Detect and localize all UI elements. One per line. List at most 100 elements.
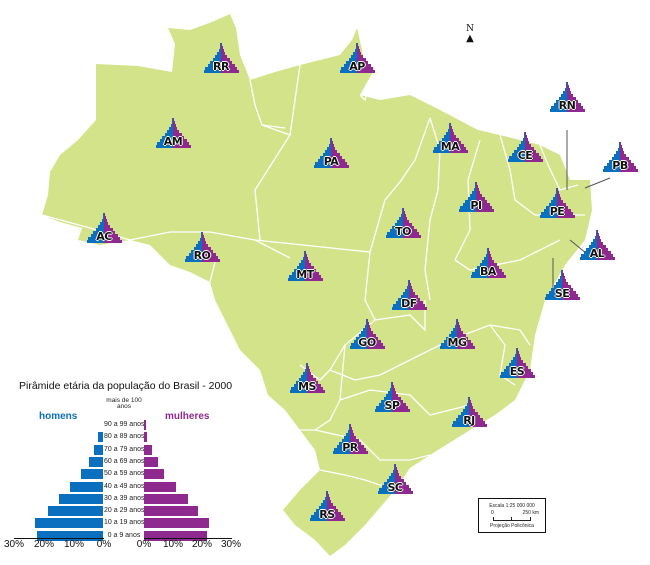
female-bar xyxy=(525,153,539,156)
female-bar xyxy=(350,448,366,451)
female-bar xyxy=(350,436,356,439)
female-bar xyxy=(367,343,383,346)
female-bar xyxy=(597,254,613,257)
scale-box: Escala 1:25 000 000 0 250 km Projeção Po… xyxy=(478,498,546,533)
female-bar xyxy=(327,509,338,512)
female-bar xyxy=(562,279,566,282)
female-bar xyxy=(104,213,105,216)
female-bar xyxy=(567,91,571,94)
male-bar xyxy=(393,304,409,307)
female-bar xyxy=(409,286,412,289)
male-bar xyxy=(548,291,562,294)
female-bar xyxy=(202,259,220,262)
male-bar xyxy=(201,232,202,235)
female-bar xyxy=(202,244,208,247)
female-bar xyxy=(567,103,581,106)
female-bar xyxy=(350,439,359,442)
age-label: 20 a 29 anos xyxy=(104,507,145,515)
state-label: MT xyxy=(296,268,314,281)
female-bar xyxy=(403,220,409,223)
female-bar xyxy=(620,148,623,151)
male-bar xyxy=(37,530,103,541)
male-bar xyxy=(374,409,392,412)
female-bar xyxy=(476,191,480,194)
male-bar xyxy=(325,150,331,153)
female-bar xyxy=(357,67,373,70)
male-bar xyxy=(323,500,327,503)
female-bar xyxy=(517,372,533,375)
female-bar xyxy=(392,385,394,388)
female-bar xyxy=(104,219,107,222)
male-bar xyxy=(449,123,450,126)
male-bar xyxy=(302,257,305,260)
female-bar xyxy=(392,394,398,397)
female-bar xyxy=(307,378,316,381)
female-bar xyxy=(305,266,314,269)
female-bar xyxy=(476,200,487,203)
female-bar xyxy=(409,301,423,304)
female-bar xyxy=(392,403,406,406)
male-bar xyxy=(616,151,620,154)
male-bar xyxy=(339,442,350,445)
female-bar xyxy=(409,283,411,286)
female-bar xyxy=(557,206,568,209)
female-bar xyxy=(307,369,310,372)
male-bar xyxy=(439,346,457,349)
male-bar xyxy=(155,145,173,148)
male-bar xyxy=(465,200,476,203)
female-bar xyxy=(557,200,563,203)
chart-row: 50 a 59 anos xyxy=(0,469,250,480)
male-bar xyxy=(543,209,557,212)
male-bar xyxy=(395,301,409,304)
male-bar xyxy=(389,229,403,232)
male-bar xyxy=(349,346,367,349)
female-bar xyxy=(395,479,404,482)
male-bar xyxy=(304,369,307,372)
state-label: AM xyxy=(163,135,183,148)
male-bar xyxy=(217,52,221,55)
male-bar xyxy=(546,294,562,297)
male-bar xyxy=(399,217,403,220)
male-bar xyxy=(549,109,567,112)
male-bar xyxy=(619,142,620,145)
male-bar xyxy=(325,494,327,497)
male-bar xyxy=(609,160,620,163)
female-bar xyxy=(409,280,410,283)
female-bar xyxy=(450,135,456,138)
female-bar xyxy=(395,485,409,488)
female-bar xyxy=(488,266,499,269)
female-bar xyxy=(104,231,115,234)
female-bar xyxy=(392,382,393,385)
male-bar xyxy=(558,97,567,100)
male-bar xyxy=(322,153,331,156)
male-bar xyxy=(472,191,476,194)
male-bar xyxy=(102,216,104,219)
female-bar xyxy=(202,232,203,235)
male-bar xyxy=(341,67,357,70)
female-bar xyxy=(403,235,421,238)
male-bar xyxy=(210,61,221,64)
male-bar xyxy=(162,136,173,139)
male-bar xyxy=(219,46,221,49)
male-bar xyxy=(594,236,597,239)
state-label: BA xyxy=(480,265,496,278)
female-bar xyxy=(331,156,342,159)
male-bar xyxy=(514,150,525,153)
female-bar xyxy=(104,234,118,237)
state-label: RO xyxy=(193,249,211,262)
female-bar xyxy=(307,372,311,375)
female-bar xyxy=(562,288,573,291)
male-bar xyxy=(294,269,305,272)
male-bar xyxy=(313,165,331,168)
male-bar xyxy=(378,403,392,406)
female-bar xyxy=(202,238,205,241)
female-bar xyxy=(469,418,483,421)
female-bar xyxy=(403,208,404,211)
male-bar xyxy=(389,476,395,479)
male-bar xyxy=(95,228,104,231)
male-bar xyxy=(207,64,221,67)
age-label: 0 a 9 anos xyxy=(107,531,141,539)
male-bar xyxy=(334,448,350,451)
female-bar xyxy=(469,412,478,415)
female-bar xyxy=(221,55,227,58)
